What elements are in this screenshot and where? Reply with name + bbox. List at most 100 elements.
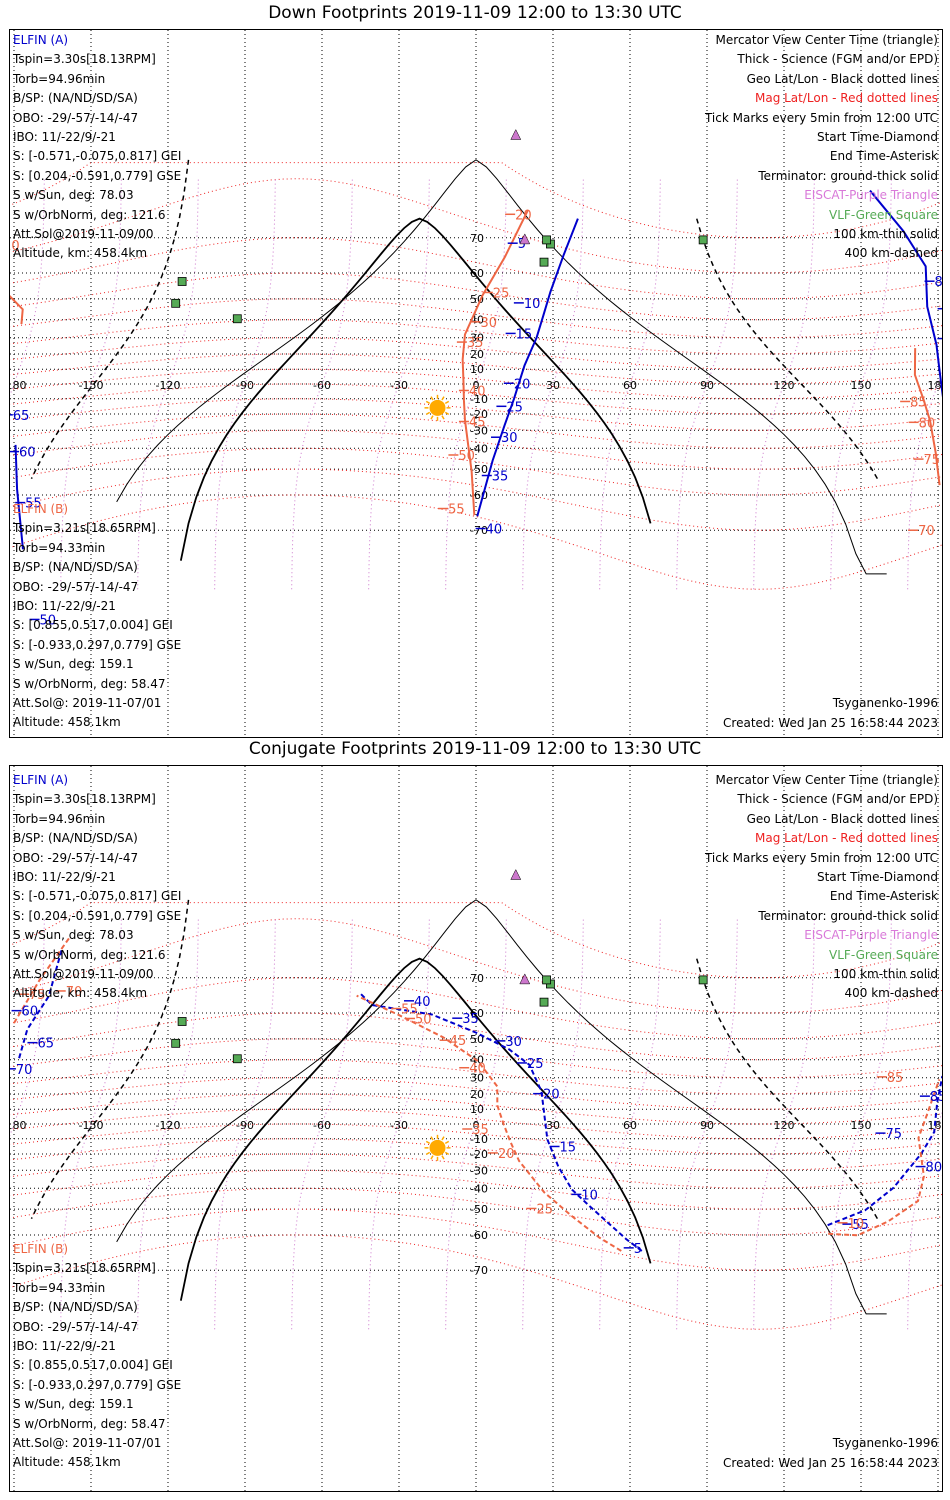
sun-ray bbox=[425, 411, 431, 415]
lon-tick-label: -90 bbox=[236, 379, 254, 392]
lon-tick-label: 60 bbox=[623, 379, 637, 392]
lon-tick-label: -150 bbox=[79, 379, 104, 392]
lon-tick-label: -120 bbox=[156, 1119, 181, 1132]
legend-line: Start Time-Diamond bbox=[816, 130, 938, 145]
sun-ray bbox=[430, 1136, 434, 1141]
probe-a-line: IBO: 11/-22/9/-21 bbox=[13, 130, 116, 145]
mag-meridian bbox=[291, 918, 353, 1330]
probe-a-tick-label: 60 bbox=[19, 446, 36, 461]
legend-line: VLF-Green Square bbox=[829, 947, 938, 962]
probe-b-line: OBO: -29/-57/-14/-47 bbox=[13, 1319, 139, 1334]
probe-b-line: Att.Sol@: 2019-11-07/01 bbox=[13, 1436, 162, 1451]
probe-b-tick-label: 25 bbox=[536, 1202, 553, 1217]
probe-a-tick-label: 55 bbox=[25, 497, 42, 512]
lat-tick-label: 50 bbox=[470, 1033, 484, 1046]
probe-a-track bbox=[869, 189, 942, 398]
probe-a-tick-label: 85 bbox=[930, 1090, 942, 1105]
mag-parallel bbox=[10, 1093, 942, 1125]
legend-line: Tick Marks every 5min from 12:00 UTC bbox=[704, 110, 938, 125]
probe-b-line: Torb=94.33min bbox=[13, 1280, 106, 1295]
lon-tick-label: -180 bbox=[10, 379, 26, 392]
probe-a-tick-label: 10 bbox=[524, 297, 541, 312]
lon-tick-label: 180 bbox=[928, 379, 942, 392]
probe-b-tick-label: 20 bbox=[515, 208, 532, 223]
probe-a-line: Tspin=3.30s[18.13RPM] bbox=[13, 792, 156, 807]
mag-parallel bbox=[10, 272, 942, 321]
mag-meridian bbox=[907, 371, 942, 590]
mag-meridian bbox=[60, 918, 122, 1330]
lat-tick-label: 50 bbox=[470, 293, 484, 306]
mag-parallel bbox=[10, 1153, 942, 1189]
mag-meridian bbox=[10, 178, 45, 397]
lon-tick-label: -150 bbox=[79, 1119, 104, 1132]
probe-a-tick-label: 15 bbox=[516, 327, 533, 342]
sun-ray bbox=[444, 1151, 450, 1155]
probe-a-line: Torb=94.96min bbox=[13, 811, 106, 826]
mag-parallel bbox=[10, 1234, 942, 1330]
mag-meridian bbox=[214, 918, 276, 1330]
created-date: Created: Wed Jan 25 16:58:44 2023 bbox=[723, 716, 938, 730]
probe-b-tick-label: 85 bbox=[887, 1071, 904, 1086]
legend-line: Mercator View Center Time (triangle) bbox=[715, 773, 938, 787]
probe-a-tick-label: 20 bbox=[514, 377, 531, 392]
lat-tick-label: -70 bbox=[470, 524, 488, 537]
lat-tick-label: -20 bbox=[470, 1148, 488, 1161]
probe-b-tick-label: 30 bbox=[480, 316, 497, 331]
lon-tick-label: -60 bbox=[313, 379, 331, 392]
vlf-site-square bbox=[542, 975, 551, 985]
probe-a-tick-label: 30 bbox=[505, 1035, 522, 1050]
probe-a-line: Altitude, km: 458.4km bbox=[13, 246, 148, 261]
map-svg-conjugate: -180-150-120-90-60-300306090120150180706… bbox=[10, 766, 942, 1491]
legend-line: Terminator: ground-thick solid bbox=[758, 908, 938, 923]
probe-a-tick-label: 10 bbox=[581, 1188, 598, 1203]
probe-a-tick-label: 25 bbox=[506, 400, 523, 415]
mag-parallel bbox=[10, 337, 942, 370]
lon-tick-label: -120 bbox=[156, 379, 181, 392]
sun-ray bbox=[444, 1140, 450, 1144]
sun-ray bbox=[441, 415, 445, 420]
probe-b-line: S w/OrbNorm, deg: 58.47 bbox=[13, 676, 166, 691]
probe-b-tick-label: 85 bbox=[910, 395, 927, 410]
probe-b-line: S w/OrbNorm, deg: 58.47 bbox=[13, 1416, 166, 1431]
legend-line: Mag Lat/Lon - Red dotted lines bbox=[754, 831, 938, 846]
probe-a-tick-label: 60 bbox=[22, 1005, 39, 1020]
mag-meridian bbox=[676, 918, 738, 1330]
lat-tick-label: 10 bbox=[470, 363, 484, 376]
legend-line: Terminator: ground-thick solid bbox=[758, 168, 938, 183]
legend-line: VLF-Green Square bbox=[829, 207, 938, 222]
probe-b-tick-label: 45 bbox=[469, 416, 486, 431]
probe-a-line: S w/Sun, deg: 78.03 bbox=[13, 928, 134, 943]
sun-ray bbox=[430, 1155, 434, 1160]
mag-meridian bbox=[830, 918, 892, 1330]
mag-parallel bbox=[10, 383, 942, 415]
vlf-site-square bbox=[232, 1054, 242, 1064]
lon-tick-label: 0 bbox=[473, 1119, 480, 1132]
sun-ray bbox=[441, 1136, 445, 1141]
probe-a-line: S w/Sun, deg: 78.03 bbox=[13, 188, 134, 203]
sun-ray bbox=[430, 415, 434, 420]
lat-tick-label: -10 bbox=[470, 393, 488, 406]
probe-b-tick-label: 40 bbox=[469, 384, 486, 399]
probe-b-track bbox=[913, 348, 941, 486]
sun-ray bbox=[441, 396, 445, 401]
probe-b-tick-label: 45 bbox=[450, 1034, 467, 1049]
terminator-ground bbox=[179, 217, 652, 561]
probe-a-track bbox=[476, 218, 579, 517]
lon-tick-label: 120 bbox=[774, 379, 795, 392]
lat-tick-label: -40 bbox=[470, 442, 488, 455]
panel-title-down: Down Footprints 2019-11-09 12:00 to 13:3… bbox=[268, 3, 682, 23]
lon-tick-label: -90 bbox=[236, 1119, 254, 1132]
mag-meridian bbox=[214, 178, 276, 590]
lat-tick-label: 30 bbox=[470, 332, 484, 345]
probe-b-track bbox=[10, 295, 24, 325]
lat-tick-label: 10 bbox=[470, 1103, 484, 1116]
lat-tick-label: 60 bbox=[470, 1007, 484, 1020]
eiscat-triangle bbox=[510, 868, 522, 880]
mag-meridian bbox=[137, 178, 199, 590]
mag-meridian bbox=[368, 178, 430, 590]
probe-a-tick-label: 15 bbox=[560, 1140, 577, 1155]
vlf-site-square bbox=[177, 277, 187, 286]
mag-parallel bbox=[10, 319, 942, 355]
lat-tick-label: -70 bbox=[470, 1264, 488, 1277]
sun-icon bbox=[429, 1139, 446, 1156]
